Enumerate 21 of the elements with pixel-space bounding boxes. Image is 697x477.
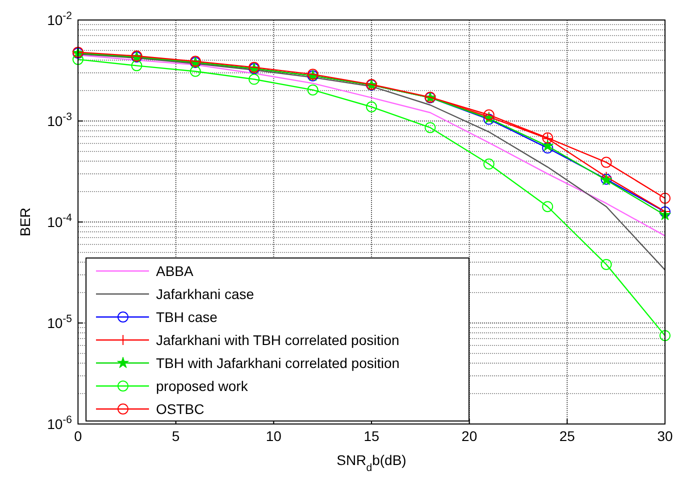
x-axis-title: SNR$_{d}$b(dB)	[336, 452, 406, 474]
x-tick-label: 10	[266, 428, 282, 444]
legend-label: OSTBC	[156, 401, 204, 417]
y-tick-label: 10$^{-5}$	[47, 313, 72, 331]
x-tick-label: 20	[462, 428, 478, 444]
y-axis-title: BER	[17, 208, 33, 236]
legend-label: Jafarkhani with TBH correlated position	[156, 332, 400, 348]
legend-label: Jafarkhani case	[156, 286, 254, 302]
y-tick-label: 10$^{-2}$	[47, 10, 72, 28]
x-tick-label: 5	[172, 428, 180, 444]
legend-label: TBH case	[156, 309, 218, 325]
legend-label: proposed work	[156, 378, 249, 394]
x-tick-label: 30	[657, 428, 673, 444]
x-tick-label: 25	[559, 428, 576, 444]
legend-label: TBH with Jafarkhani correlated position	[156, 355, 400, 371]
y-tick-label: 10$^{-6}$	[47, 414, 72, 432]
x-tick-label: 0	[74, 428, 82, 444]
y-tick-label: 10$^{-3}$	[47, 111, 72, 129]
legend-label: ABBA	[156, 263, 194, 279]
x-tick-label: 15	[364, 428, 380, 444]
y-tick-label: 10$^{-4}$	[47, 212, 72, 230]
